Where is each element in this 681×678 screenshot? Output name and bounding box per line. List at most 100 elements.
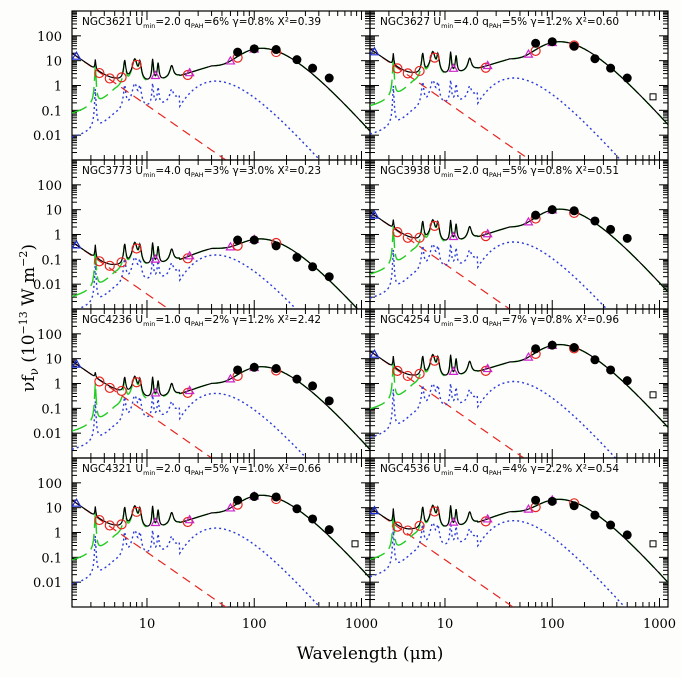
farir-point-marker — [324, 73, 334, 83]
panel-plot-area — [72, 490, 370, 607]
band-triangle-marker — [448, 63, 459, 72]
total-model-curve — [72, 494, 370, 579]
y-tick-label: 0.01 — [33, 129, 62, 144]
dust-model-curve — [72, 47, 370, 133]
photometry-circle-marker — [131, 243, 142, 254]
farir-point-marker — [569, 206, 579, 216]
farir-point-marker — [324, 396, 334, 406]
y-tick-label: 10 — [45, 204, 62, 219]
band-triangle-marker — [482, 60, 493, 70]
photometry-circle-marker — [94, 514, 105, 526]
band-triangle-marker — [448, 516, 459, 526]
panel-ngc4321: NGC4321 Umin=2.0 qPAH=5% γ=1.0% X²=0.66 — [71, 457, 371, 608]
y-tick-label: 0.1 — [41, 402, 62, 417]
photometry-circle-marker — [429, 355, 440, 366]
farir-point-marker — [622, 233, 632, 243]
x-tick-label: 100 — [540, 617, 565, 632]
total-model-curve — [72, 47, 370, 132]
ks-triangle-marker — [72, 498, 82, 507]
photometry-circle-marker — [116, 385, 127, 397]
band-triangle-marker — [523, 216, 534, 226]
submm-square-marker — [649, 391, 657, 399]
dust-model-curve — [72, 494, 370, 580]
high-u-dust-curve — [72, 392, 308, 458]
band-triangle-marker — [184, 67, 195, 77]
farir-point-marker — [308, 63, 318, 73]
farir-point-marker — [547, 496, 557, 506]
panel-frame — [369, 457, 669, 608]
band-triangle-marker — [150, 387, 161, 397]
panel-ngc4536: NGC4536 Umin=4.0 qPAH=4% γ=2.2% X²=0.54 — [369, 457, 669, 608]
farir-point-marker — [569, 501, 579, 511]
x-tick-labels: 10 100 1000 10 100 1000 — [139, 617, 676, 632]
x-axis-title: Wavelength (μm) — [297, 644, 444, 664]
farir-point-marker — [547, 205, 557, 215]
photometry-circle-marker — [414, 368, 425, 379]
total-model-curve — [370, 498, 668, 584]
y-tick-label: 0.01 — [33, 278, 62, 293]
photometry-circle-marker — [392, 226, 403, 238]
farir-point-marker — [233, 47, 243, 57]
photometry-circle-marker — [131, 377, 142, 388]
submm-square-marker — [649, 93, 657, 101]
farir-point-marker — [531, 210, 541, 220]
ks-triangle-marker — [72, 239, 82, 249]
farir-point-marker — [271, 45, 281, 55]
band-triangle-marker — [225, 373, 236, 383]
panel-label: NGC4236 Umin=1.0 qPAH=2% γ=1.2% X²=2.42 — [82, 314, 321, 328]
photometry-circle-marker — [414, 65, 425, 77]
panel-label: NGC3621 Umin=2.0 qPAH=6% γ=0.8% X²=0.39 — [82, 16, 321, 30]
farir-point-marker — [590, 355, 600, 365]
farir-point-marker — [292, 55, 302, 65]
photometry-circle-marker — [402, 370, 413, 382]
stellar-curve — [370, 48, 532, 160]
dust-model-curve — [370, 343, 668, 429]
photometry-circle-marker — [104, 73, 115, 84]
panel-plot-area — [72, 358, 370, 458]
band-triangle-marker — [225, 502, 236, 512]
high-u-dust-curve — [72, 527, 321, 607]
farir-point-marker — [233, 235, 243, 245]
farir-point-marker — [308, 262, 318, 272]
dust-model-curve — [72, 366, 370, 451]
farir-point-marker — [547, 340, 557, 350]
y-tick-label: 1 — [54, 527, 62, 542]
band-triangle-marker — [184, 514, 195, 524]
panel-plot-area — [370, 494, 668, 607]
photometry-circle-marker — [392, 365, 403, 376]
panel-ngc3621: NGC3621 Umin=2.0 qPAH=6% γ=0.8% X²=0.39 — [71, 10, 371, 161]
y-tick-label: 1 — [54, 378, 62, 393]
photometry-circle-marker — [392, 63, 403, 74]
photometry-circle-marker — [94, 67, 105, 79]
farir-point-marker — [308, 514, 318, 524]
panel-label: NGC3627 Umin=4.0 qPAH=5% γ=1.2% X²=0.60 — [380, 16, 619, 30]
farir-point-marker — [531, 38, 541, 48]
high-u-dust-curve — [370, 520, 626, 607]
panel-plot-area — [72, 43, 370, 160]
panel-plot-area — [72, 234, 359, 309]
band-triangle-marker — [150, 253, 161, 263]
band-triangle-marker — [482, 363, 493, 373]
high-u-dust-curve — [72, 80, 321, 160]
panel-label: NGC3773 Umin=4.0 qPAH=3% γ=3.0% X²=0.23 — [82, 165, 321, 179]
band-triangle-marker — [448, 366, 459, 375]
y-tick-label: 0.1 — [41, 253, 62, 268]
stellar-curve — [72, 499, 227, 607]
farir-point-marker — [292, 252, 302, 262]
photometry-circle-marker — [414, 520, 425, 531]
farir-point-marker — [292, 504, 302, 514]
band-triangle-marker — [482, 228, 493, 238]
panel-ngc4254: NGC4254 Umin=3.0 qPAH=7% γ=0.8% X²=0.96 — [369, 308, 669, 459]
band-triangle-marker — [225, 55, 236, 65]
photometry-circle-marker — [182, 516, 193, 528]
photometry-circle-marker — [480, 231, 491, 242]
y-tick-label: 100 — [37, 179, 62, 194]
y-tick-labels: 100 10 1 0.1 0.01 100 10 1 0.1 0.01 100 10 1 0.1 0.01 1… — [33, 30, 62, 591]
band-triangle-marker — [225, 241, 236, 251]
panel-frame — [369, 10, 669, 161]
submm-square-marker — [351, 540, 359, 548]
photometry-circle-marker — [116, 72, 127, 83]
photometry-circle-marker — [429, 220, 440, 231]
farir-point-marker — [271, 492, 281, 502]
